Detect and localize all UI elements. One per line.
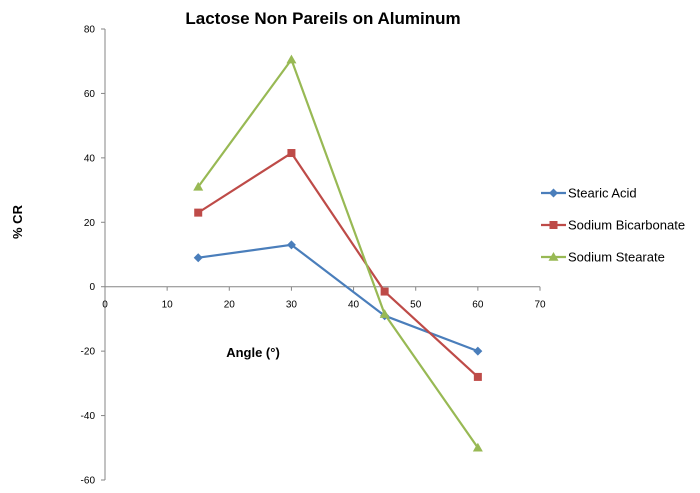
legend-item: Sodium Stearate [541, 250, 665, 265]
series-group [193, 54, 483, 452]
data-point [380, 287, 389, 296]
legend-item: Sodium Bicarbonate [541, 218, 685, 233]
x-axis-label: Angle (°) [226, 345, 280, 360]
data-point [379, 309, 390, 318]
series-line [198, 243, 479, 353]
legend-label: Sodium Stearate [568, 250, 665, 265]
legend-item: Stearic Acid [541, 186, 637, 201]
series-line [197, 58, 479, 449]
legend-marker [549, 188, 558, 198]
x-tick-label: 50 [410, 300, 422, 311]
x-tick-label: 0 [102, 300, 108, 311]
x-tick-label: 70 [534, 300, 546, 311]
legend-marker [548, 252, 559, 261]
data-point [286, 240, 296, 250]
x-tick-label: 30 [286, 300, 298, 311]
y-tick-label: -40 [81, 411, 96, 422]
data-point [473, 372, 482, 381]
legend-label: Stearic Acid [568, 186, 637, 201]
x-tick-label: 20 [224, 300, 236, 311]
x-tick-label: 40 [348, 300, 360, 311]
data-point [194, 208, 203, 217]
y-tick-label: -20 [81, 347, 96, 358]
y-tick-label: -60 [81, 476, 96, 487]
y-tick-label: 40 [84, 153, 96, 164]
y-axis-label: % CR [10, 204, 25, 239]
data-point [473, 346, 483, 356]
data-point [286, 54, 297, 64]
data-point [193, 181, 204, 191]
x-axis: 0 10 20 30 40 50 60 70 [102, 286, 546, 311]
data-point [193, 253, 203, 263]
data-point [472, 442, 483, 452]
y-tick-label: 60 [84, 89, 96, 100]
y-axis: 80 60 40 20 0 -20 -40 -60 [81, 25, 106, 487]
x-tick-label: 10 [162, 300, 174, 311]
legend-marker [549, 221, 558, 229]
y-tick-label: 20 [84, 218, 96, 229]
series-sodium-bicarbonate [194, 149, 482, 381]
chart-title: Lactose Non Pareils on Aluminum [185, 9, 460, 28]
series-sodium-stearate [193, 54, 483, 452]
y-tick-label: 80 [84, 25, 96, 36]
data-point [287, 149, 296, 158]
legend: Stearic Acid Sodium Bicarbonate Sodium Ste… [541, 186, 685, 265]
x-tick-label: 60 [472, 300, 484, 311]
y-tick-label: 0 [89, 282, 95, 293]
series-stearic-acid [193, 240, 483, 356]
legend-label: Sodium Bicarbonate [568, 218, 685, 233]
series-line [197, 151, 479, 378]
